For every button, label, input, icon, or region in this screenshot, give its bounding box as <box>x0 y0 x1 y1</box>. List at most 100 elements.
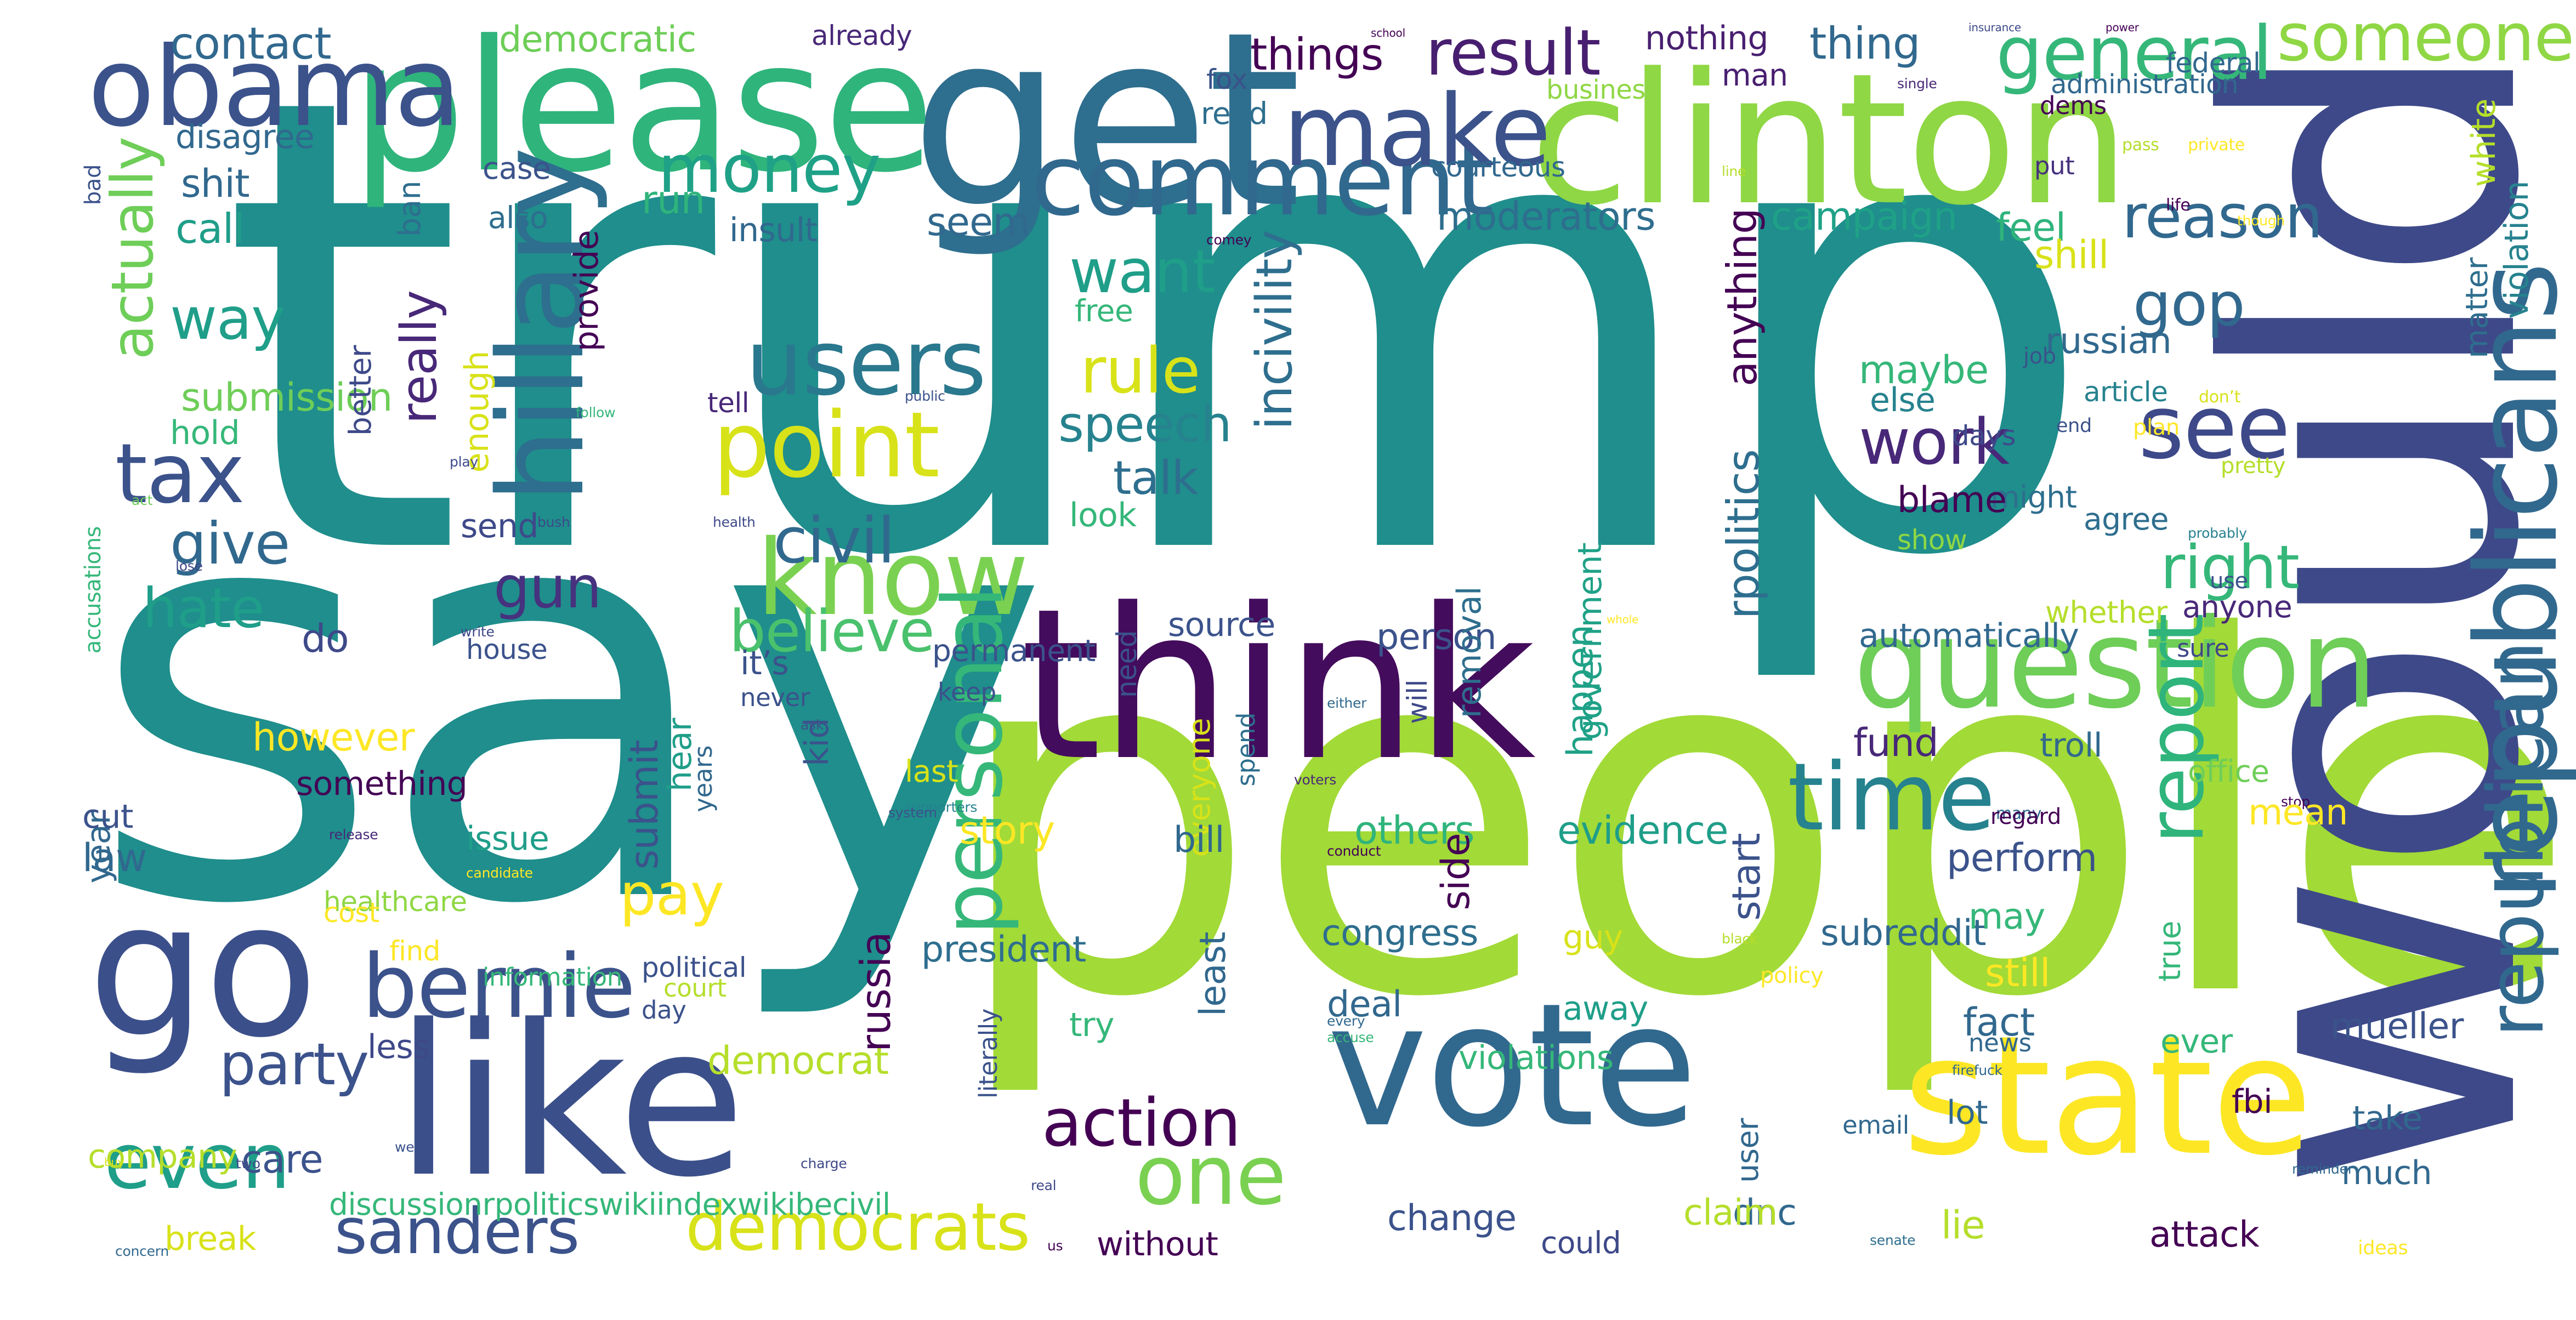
word-subreddit: subreddit <box>1820 913 1986 954</box>
word-seem: seem <box>927 200 1030 244</box>
word-conduct: conduct <box>1327 843 1381 859</box>
word-moderators: moderators <box>1437 194 1655 239</box>
word-shill: shill <box>2034 232 2109 277</box>
word-spend: spend <box>1232 713 1261 787</box>
word-ever: ever <box>2160 1022 2233 1061</box>
word-else: else <box>1870 381 1936 419</box>
word-every: every <box>1327 1013 1365 1029</box>
word-maybe: maybe <box>1859 348 1989 392</box>
word-care: care <box>241 1137 324 1182</box>
word-regard: regard <box>1990 804 2061 829</box>
word-story: story <box>960 808 1055 853</box>
word-use: use <box>2210 568 2248 594</box>
word-mean: mean <box>2248 792 2348 833</box>
word-look: look <box>1069 496 1137 534</box>
word-shit: shit <box>181 161 250 206</box>
word-state: state <box>1903 1000 2313 1192</box>
word-case: case <box>483 151 551 186</box>
word-federal: federal <box>2166 47 2261 79</box>
word-democratic: democratic <box>499 19 696 60</box>
word-take: take <box>2352 1099 2422 1137</box>
word-comey: comey <box>1206 232 1252 248</box>
word-courteous: courteous <box>1431 151 1565 183</box>
word-accusations: accusations <box>81 526 106 654</box>
word-house: house <box>466 634 548 665</box>
word-deal: deal <box>1327 984 1402 1025</box>
word-nothing: nothing <box>1645 19 1768 58</box>
word-violations: violations <box>1459 1039 1614 1077</box>
word-permanent: permanent <box>932 633 1096 668</box>
word-issue: issue <box>466 820 549 858</box>
word-show: show <box>1897 524 1967 556</box>
word-cut: cut <box>82 798 133 836</box>
word-buy: buy <box>104 1156 124 1169</box>
word-sure: sure <box>2177 634 2229 663</box>
word-ideas: ideas <box>2358 1237 2408 1259</box>
word-need: need <box>1111 630 1143 698</box>
word-charge: charge <box>801 1156 847 1171</box>
word-line: line <box>1722 163 1746 179</box>
word-dems: dems <box>2040 91 2107 120</box>
word-don-t: don’t <box>2199 388 2241 407</box>
word-action: action <box>1042 1085 1241 1162</box>
word-please: please <box>351 2 935 212</box>
word-plan: plan <box>2133 415 2180 440</box>
word-kid: kid <box>798 718 836 766</box>
word-article: article <box>2084 376 2168 408</box>
word-either: either <box>1327 695 1367 711</box>
word-way: way <box>170 286 285 352</box>
word-act: act <box>132 492 153 508</box>
word-see: see <box>2138 376 2290 479</box>
word-violation: violation <box>2498 181 2536 319</box>
word-still: still <box>1985 951 2050 995</box>
word-fbi: fbi <box>2232 1083 2273 1121</box>
word-matter: matter <box>2459 258 2494 359</box>
word-talk: talk <box>1113 451 1199 505</box>
word-result: result <box>1426 16 1601 90</box>
word-play: play <box>450 454 478 470</box>
word-email: email <box>1842 1111 1909 1140</box>
word-congress: congress <box>1321 913 1478 954</box>
word-vote: vote <box>1327 967 1698 1165</box>
word-fund: fund <box>1853 720 1939 765</box>
word-company: company <box>88 1137 237 1176</box>
word-public: public <box>905 388 945 404</box>
word-bush: bush <box>537 514 570 530</box>
word-troll: troll <box>2040 726 2103 765</box>
word-candidate: candidate <box>466 865 533 881</box>
word-real: real <box>1031 1177 1057 1193</box>
word-anything: anything <box>1718 208 1766 386</box>
word-gop: gop <box>2133 269 2245 339</box>
word-go: go <box>88 862 318 1079</box>
word-people: people <box>949 536 2576 1103</box>
word-black: black <box>1722 931 1758 947</box>
word-man: man <box>1722 58 1788 93</box>
word-administration: administration <box>2051 69 2238 100</box>
word-say: say <box>88 370 1051 1027</box>
word-already: already <box>812 20 912 52</box>
word-well: well <box>395 1139 422 1155</box>
word-much: much <box>2341 1154 2432 1192</box>
word-without: without <box>1097 1225 1218 1264</box>
word-tax: tax <box>115 426 245 522</box>
word-incivility: incivility <box>1246 230 1303 430</box>
word-least: least <box>1193 932 1234 1016</box>
word-change: change <box>1387 1198 1517 1239</box>
word-job: job <box>2023 344 2056 369</box>
word-side: side <box>1433 833 1478 911</box>
word-release: release <box>329 827 378 843</box>
word-one: one <box>1135 1128 1286 1224</box>
word-believe: believe <box>729 598 935 665</box>
word-know: know <box>757 517 1029 639</box>
word-news: news <box>1968 1028 2032 1057</box>
word-get: get <box>910 0 1302 261</box>
word-really: really <box>390 291 448 424</box>
word-hate: hate <box>143 576 264 640</box>
word-point: point <box>713 392 940 498</box>
word-speech: speech <box>1058 396 1232 453</box>
word-someone: someone <box>2277 0 2574 76</box>
word-person: person <box>1376 617 1497 658</box>
word-literally: literally <box>974 1009 1003 1099</box>
word-may: may <box>1968 896 2045 937</box>
word-question: question <box>1853 593 2378 736</box>
